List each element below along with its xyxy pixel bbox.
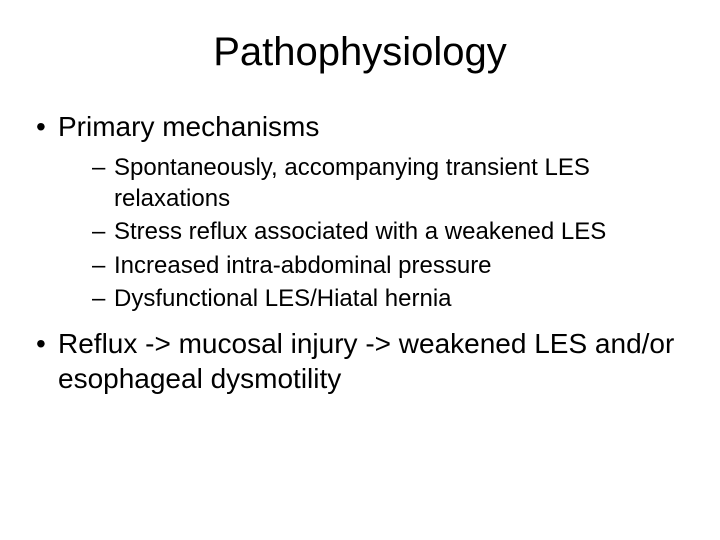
list-item: Spontaneously, accompanying transient LE… — [58, 152, 690, 214]
bullet-text: Increased intra-abdominal pressure — [114, 252, 492, 279]
bullet-text: Primary mechanisms — [58, 111, 319, 142]
slide: Pathophysiology Primary mechanisms Spont… — [0, 0, 720, 540]
list-item: Dysfunctional LES/Hiatal hernia — [58, 283, 690, 314]
bullet-text: Stress reflux associated with a weakened… — [114, 218, 606, 245]
list-item: Reflux -> mucosal injury -> weakened LES… — [30, 326, 690, 396]
list-item: Increased intra-abdominal pressure — [58, 250, 690, 281]
bullet-text: Dysfunctional LES/Hiatal hernia — [114, 285, 452, 312]
bullet-text: Reflux -> mucosal injury -> weakened LES… — [58, 328, 674, 394]
slide-title: Pathophysiology — [30, 30, 690, 75]
list-item: Primary mechanisms Spontaneously, accomp… — [30, 109, 690, 314]
bullet-list-level1: Primary mechanisms Spontaneously, accomp… — [30, 109, 690, 396]
bullet-list-level2: Spontaneously, accompanying transient LE… — [58, 152, 690, 314]
bullet-text: Spontaneously, accompanying transient LE… — [114, 154, 590, 212]
list-item: Stress reflux associated with a weakened… — [58, 216, 690, 247]
